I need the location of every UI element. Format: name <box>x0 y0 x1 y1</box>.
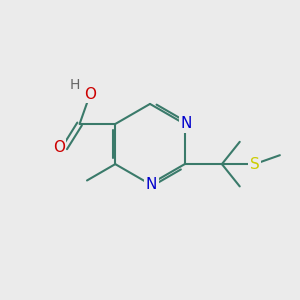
Text: N: N <box>181 116 192 131</box>
Text: N: N <box>146 177 157 192</box>
Text: O: O <box>53 140 65 155</box>
Text: O: O <box>84 87 96 102</box>
Text: H: H <box>70 78 80 92</box>
Text: S: S <box>250 157 260 172</box>
